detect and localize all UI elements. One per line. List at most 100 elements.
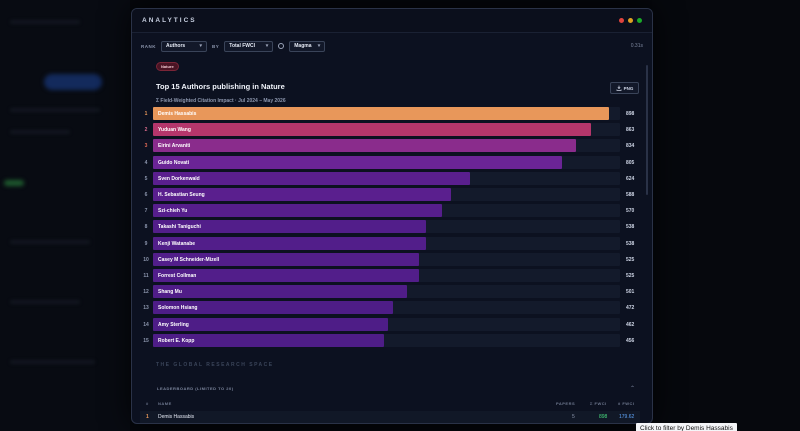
bar-rank: 7 (144, 208, 148, 215)
bar-row[interactable]: 3 Eirini Arvaniti 834 (132, 139, 652, 153)
bar[interactable] (153, 107, 609, 120)
bar-rank: 13 (143, 305, 149, 312)
export-png-button[interactable]: PNG (610, 82, 639, 94)
bar-value-label: 462 (626, 321, 635, 328)
bar-row[interactable]: 11 Forrest Collman 525 (132, 269, 652, 283)
bar[interactable] (153, 171, 470, 185)
chevron-down-icon: ▾ (199, 43, 202, 49)
bar-label: Szi-chieh Yu (158, 208, 188, 215)
bar[interactable] (153, 155, 562, 169)
bar[interactable] (153, 285, 408, 299)
bar-rank: 4 (144, 159, 148, 166)
bar-row[interactable]: 4 Guido Novati 805 (132, 155, 652, 170)
leaderboard-row[interactable]: 1 Demis Hassabis 5 898 179.62 (140, 411, 640, 423)
bar-row[interactable]: 8 Takashi Taniguchi 538 (132, 220, 652, 234)
row-papers: 5 (572, 414, 575, 420)
section-title: THE GLOBAL RESEARCH SPACE (156, 362, 274, 368)
bar-label: Casey M Schneider-Mizell (158, 256, 220, 263)
window-controls (619, 18, 642, 23)
close-dot-button[interactable] (619, 18, 624, 23)
background-line (10, 20, 80, 24)
chart-content: Nature Top 15 Authors publishing in Natu… (132, 59, 652, 423)
metric-select[interactable]: Total FWCI ▾ (224, 40, 274, 52)
tooltip: Click to filter by Demis Hassabis (636, 423, 737, 431)
bar-row[interactable]: 13 Solomon Hsiang 472 (132, 301, 652, 315)
bar-label: Eirini Arvaniti (158, 143, 191, 150)
bar-value-label: 525 (626, 256, 635, 263)
by-label: BY (212, 43, 220, 49)
download-icon (616, 85, 622, 91)
bar-row[interactable]: 1 Demis Hassabis 898 (132, 107, 652, 121)
export-png-label: PNG (623, 85, 634, 91)
bar-row[interactable]: 7 Szi-chieh Yu 570 (132, 204, 652, 218)
background-indicator (4, 180, 24, 186)
bar-label: Kenji Watanabe (158, 240, 196, 247)
palette-icon (278, 43, 285, 49)
bar-row[interactable]: 9 Kenji Watanabe 538 (132, 236, 652, 251)
background-line (10, 130, 70, 134)
bar[interactable] (153, 252, 420, 266)
row-mean-fwci: 179.62 (619, 414, 635, 420)
bar[interactable] (153, 204, 443, 218)
row-sum-fwci: 898 (599, 414, 608, 420)
bar-value-label: 472 (626, 305, 635, 312)
leaderboard-header: # NAME PAPERS Σ FWCI x̄ FWCI (132, 401, 652, 409)
col-sum-fwci[interactable]: Σ FWCI (590, 401, 607, 406)
palette-select-value: Magma (294, 43, 312, 49)
bar[interactable] (153, 301, 393, 315)
minimize-dot-button[interactable] (628, 18, 633, 23)
bar[interactable] (153, 188, 452, 201)
bar-rank: 15 (143, 337, 149, 344)
bar-label: Forrest Collman (158, 273, 197, 279)
background-line (10, 240, 90, 244)
bar-rank: 5 (144, 175, 148, 182)
bar-value-label: 624 (626, 175, 635, 182)
bar-label: Yuduan Wang (158, 127, 191, 134)
bar[interactable] (153, 317, 388, 331)
bar-value-label: 525 (626, 273, 635, 279)
scrollbar[interactable] (646, 65, 648, 195)
bar-rank: 11 (143, 273, 149, 279)
bar-value-label: 588 (626, 192, 635, 198)
bar[interactable] (153, 220, 427, 234)
bar-label: Takashi Taniguchi (158, 224, 201, 231)
bar-row[interactable]: 5 Sven Dorkenwald 624 (132, 171, 652, 186)
col-name[interactable]: NAME (158, 401, 172, 406)
bar[interactable] (153, 333, 385, 347)
col-rank[interactable]: # (146, 401, 149, 406)
bar[interactable] (153, 139, 577, 153)
bar[interactable] (153, 236, 427, 250)
maximize-dot-button[interactable] (637, 18, 642, 23)
bar-row[interactable]: 14 Amy Sterling 462 (132, 317, 652, 332)
bar-label: Shang Mu (158, 289, 182, 296)
bar-row[interactable]: 15 Robert E. Kopp 456 (132, 333, 652, 348)
background-sidebar (0, 0, 130, 431)
query-timing: 0.31s (630, 43, 643, 49)
chevron-up-icon[interactable]: ⌃ (630, 386, 636, 392)
bar-value-label: 834 (626, 143, 635, 150)
modal-header: ANALYTICS (132, 9, 652, 33)
bar-rank: 10 (143, 256, 149, 263)
col-papers[interactable]: PAPERS (556, 401, 576, 406)
bar-value-label: 863 (626, 127, 635, 134)
journal-tag[interactable]: Nature (156, 62, 179, 71)
palette-select[interactable]: Magma ▾ (289, 40, 326, 52)
bar[interactable] (153, 269, 420, 282)
background-line (10, 108, 100, 112)
bar-label: Robert E. Kopp (158, 337, 195, 344)
bar-row[interactable]: 12 Shang Mu 501 (132, 285, 652, 299)
bar-label: Demis Hassabis (158, 111, 197, 117)
bar[interactable] (153, 123, 592, 137)
bar-rank: 3 (144, 143, 148, 150)
background-pill (44, 74, 102, 90)
bar-row[interactable]: 6 H. Sebastian Seung 588 (132, 188, 652, 202)
bar-rank: 9 (144, 240, 148, 247)
col-mean-fwci[interactable]: x̄ FWCI (618, 401, 635, 406)
bar-row[interactable]: 10 Casey M Schneider-Mizell 525 (132, 252, 652, 267)
rank-select[interactable]: Authors ▾ (161, 40, 207, 52)
bar-value-label: 538 (626, 224, 635, 231)
chart-subtitle: Σ Field-Weighted Citation Impact · Jul 2… (156, 98, 286, 104)
background-right-panel (652, 0, 800, 431)
bar-row[interactable]: 2 Yuduan Wang 863 (132, 123, 652, 137)
